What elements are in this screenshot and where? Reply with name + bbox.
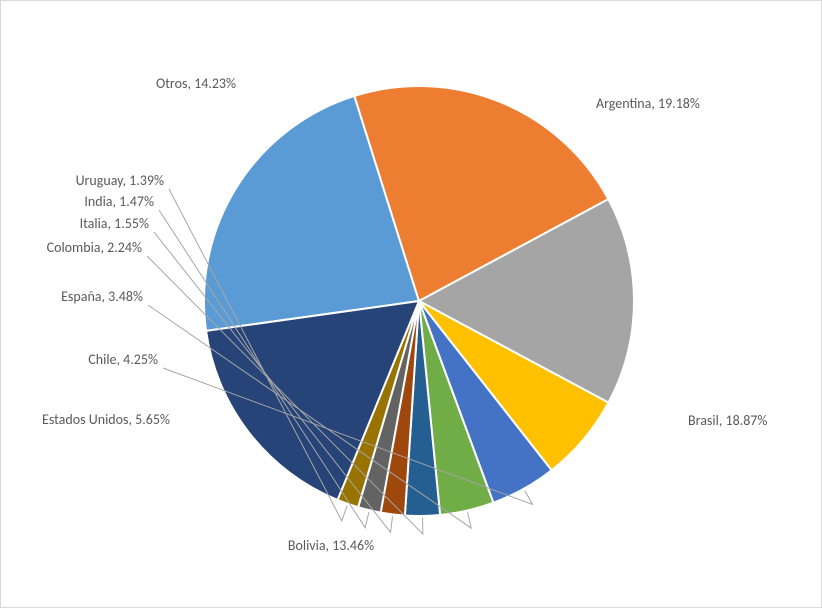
pie-label-uruguay: Uruguay, 1.39% <box>76 172 164 189</box>
pie-label-otros: Otros, 14.23% <box>156 75 236 92</box>
pie-label-estados-unidos: Estados Unidos, 5.65% <box>42 411 170 428</box>
pie-label-italia: Italia, 1.55% <box>80 215 149 232</box>
pie-label-chile: Chile, 4.25% <box>88 351 158 368</box>
pie-label-colombia: Colombia, 2.24% <box>47 239 142 256</box>
pie-chart-container: Argentina, 19.18% Brasil, 18.87% Bolivia, … <box>0 0 822 608</box>
pie-label-españa: España, 3.48% <box>61 288 143 305</box>
pie-label-brasil: Brasil, 18.87% <box>688 412 767 429</box>
pie-label-argentina: Argentina, 19.18% <box>596 95 700 112</box>
pie-label-bolivia: Bolivia, 13.46% <box>288 537 374 554</box>
pie-label-india: India, 1.47% <box>84 193 154 210</box>
